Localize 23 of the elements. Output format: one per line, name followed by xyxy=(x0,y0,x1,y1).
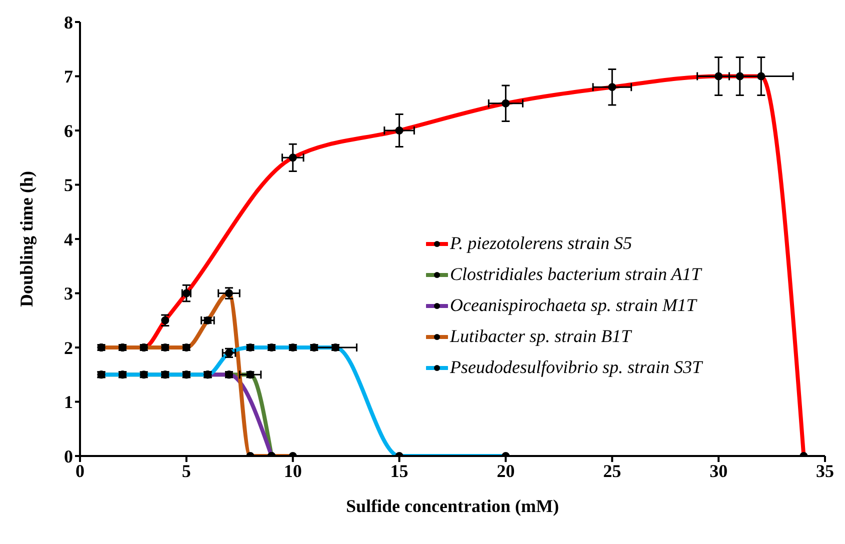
x-tick-label: 15 xyxy=(390,460,408,481)
y-axis-title: Doubling time (h) xyxy=(16,170,36,308)
y-tick-label: 5 xyxy=(64,175,73,196)
y-tick-label: 7 xyxy=(64,66,73,87)
legend-label: Oceanispirochaeta sp. strain M1T xyxy=(450,295,696,316)
legend-label: Lutibacter sp. strain B1T xyxy=(450,326,632,347)
x-tick-label: 35 xyxy=(816,460,834,481)
x-tick-label: 25 xyxy=(603,460,622,481)
y-tick-label: 2 xyxy=(64,338,73,358)
legend-label: P. piezotolerens strain S5 xyxy=(450,233,632,254)
y-tick-label: 3 xyxy=(64,284,73,304)
x-tick-label: 5 xyxy=(182,460,191,481)
x-tick-label: 30 xyxy=(710,460,728,481)
y-tick-label: 6 xyxy=(64,120,73,141)
x-tick-label: 10 xyxy=(284,460,302,481)
legend-label: Clostridiales bacterium strain A1T xyxy=(450,264,702,285)
x-tick-label: 20 xyxy=(496,460,515,481)
y-tick-label: 0 xyxy=(64,446,73,466)
y-tick-label: 1 xyxy=(64,392,73,412)
y-tick-label: 4 xyxy=(64,229,73,250)
x-axis-title: Sulfide concentration (mM) xyxy=(346,496,559,516)
y-tick-label: 8 xyxy=(64,12,73,32)
legend-label: Pseudodesulfovibrio sp. strain S3T xyxy=(450,357,702,378)
